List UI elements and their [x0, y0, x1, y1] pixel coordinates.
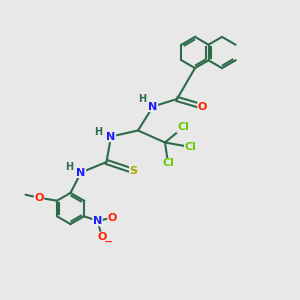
Text: N: N	[148, 101, 158, 112]
Text: Cl: Cl	[177, 122, 189, 133]
Text: H: H	[94, 127, 103, 137]
Text: −: −	[104, 237, 113, 247]
Text: O: O	[97, 232, 107, 242]
Text: N: N	[76, 167, 85, 178]
Text: O: O	[198, 101, 207, 112]
Text: S: S	[130, 166, 137, 176]
Text: H: H	[138, 94, 147, 104]
Text: O: O	[34, 193, 44, 203]
Text: Cl: Cl	[184, 142, 196, 152]
Text: N: N	[93, 216, 102, 226]
Text: N: N	[106, 131, 116, 142]
Text: H: H	[65, 161, 73, 172]
Text: O: O	[108, 213, 117, 223]
Text: Cl: Cl	[162, 158, 174, 169]
